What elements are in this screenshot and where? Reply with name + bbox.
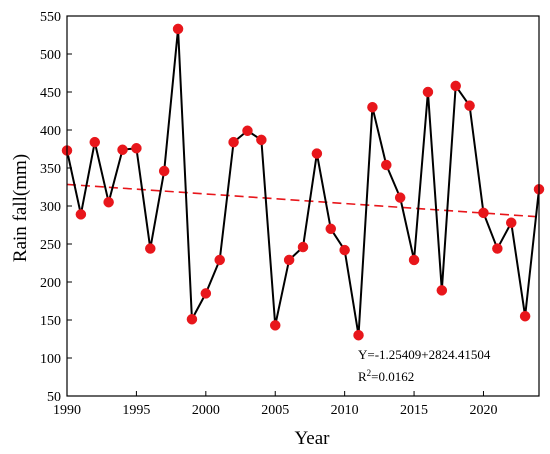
data-point — [408, 254, 420, 266]
x-axis-ticks: 1990 1995 2000 2005 2010 2015 2020 — [53, 391, 497, 418]
data-point — [325, 223, 337, 235]
data-point — [256, 134, 267, 146]
data-point — [394, 192, 406, 203]
y-tick-label: 550 — [40, 10, 61, 25]
x-tick-label: 2000 — [192, 403, 220, 418]
data-point — [200, 288, 212, 299]
x-tick-label: 2010 — [331, 403, 359, 418]
data-point — [242, 125, 253, 137]
y-tick-label: 400 — [40, 124, 61, 139]
y-axis-ticks: 50 100 150 200 250 300 350 400 450 500 550 — [40, 10, 72, 405]
y-tick-label: 450 — [40, 86, 61, 101]
data-point — [464, 100, 475, 111]
r-squared-value: =0.0162 — [371, 369, 414, 384]
data-point — [269, 320, 281, 331]
data-point — [172, 23, 184, 35]
r-squared-label: R2=0.0162 — [358, 368, 414, 384]
data-point — [228, 136, 239, 148]
trendline-layer — [66, 183, 540, 218]
data-point — [89, 136, 101, 148]
y-tick-label: 300 — [40, 200, 61, 215]
data-point — [145, 243, 156, 254]
series-layer — [66, 27, 540, 337]
data-point — [492, 243, 503, 254]
data-point — [283, 254, 295, 266]
data-point — [186, 313, 198, 325]
data-point — [158, 165, 170, 177]
y-tick-label: 350 — [40, 162, 61, 177]
y-tick-label: 100 — [40, 352, 61, 367]
y-tick-label: 500 — [40, 48, 61, 63]
plot-frame — [66, 15, 540, 397]
data-point — [339, 244, 350, 256]
data-point — [297, 241, 309, 253]
data-point — [381, 159, 392, 171]
data-point — [505, 217, 517, 228]
y-tick-label: 250 — [40, 238, 61, 253]
trendline — [66, 183, 540, 218]
x-tick-label: 2005 — [261, 403, 289, 418]
data-point — [367, 101, 378, 113]
regression-equation: Y=-1.25409+2824.41504 — [358, 347, 491, 362]
series-line — [66, 27, 540, 337]
x-tick-label: 2015 — [400, 403, 428, 418]
data-point — [75, 209, 87, 220]
y-axis-title: Rain fall(mm) — [10, 154, 31, 262]
data-point — [311, 148, 323, 159]
y-tick-label: 150 — [40, 314, 61, 329]
data-point — [353, 329, 364, 341]
data-point — [117, 144, 128, 156]
y-tick-label: 200 — [40, 276, 61, 291]
y-tick-label: 50 — [47, 390, 61, 405]
data-point — [422, 86, 434, 98]
data-point — [450, 80, 461, 92]
data-point — [478, 207, 489, 219]
data-point — [436, 285, 448, 296]
r-squared-letter: R — [358, 369, 367, 384]
data-point — [103, 196, 114, 208]
marker-layer — [61, 23, 545, 341]
x-tick-label: 2020 — [469, 403, 497, 418]
x-axis-title: Year — [294, 428, 330, 449]
data-point — [131, 142, 142, 154]
x-tick-label: 1995 — [122, 403, 150, 418]
x-tick-label: 1990 — [53, 403, 81, 418]
r-squared-superscript: 2 — [367, 368, 372, 378]
data-point — [519, 310, 531, 322]
data-point — [214, 254, 225, 266]
